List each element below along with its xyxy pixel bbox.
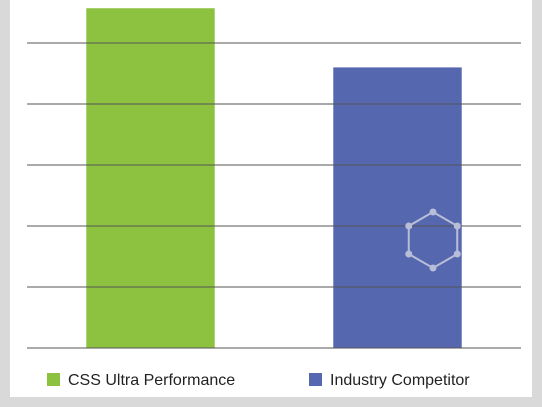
bar — [333, 67, 462, 349]
legend-label: Industry Competitor — [330, 372, 470, 389]
legend: CSS Ultra Performance Industry Competitor — [47, 372, 470, 389]
legend-swatch — [309, 373, 322, 386]
legend-swatch — [47, 373, 60, 386]
legend-label: CSS Ultra Performance — [68, 372, 235, 389]
icon-node — [453, 250, 461, 258]
icon-node — [429, 208, 437, 216]
icon-node — [453, 222, 461, 230]
icon-node — [429, 264, 437, 272]
icon-node — [405, 222, 413, 230]
bar — [86, 8, 215, 348]
icon-node — [405, 250, 413, 258]
plot — [27, 8, 521, 349]
